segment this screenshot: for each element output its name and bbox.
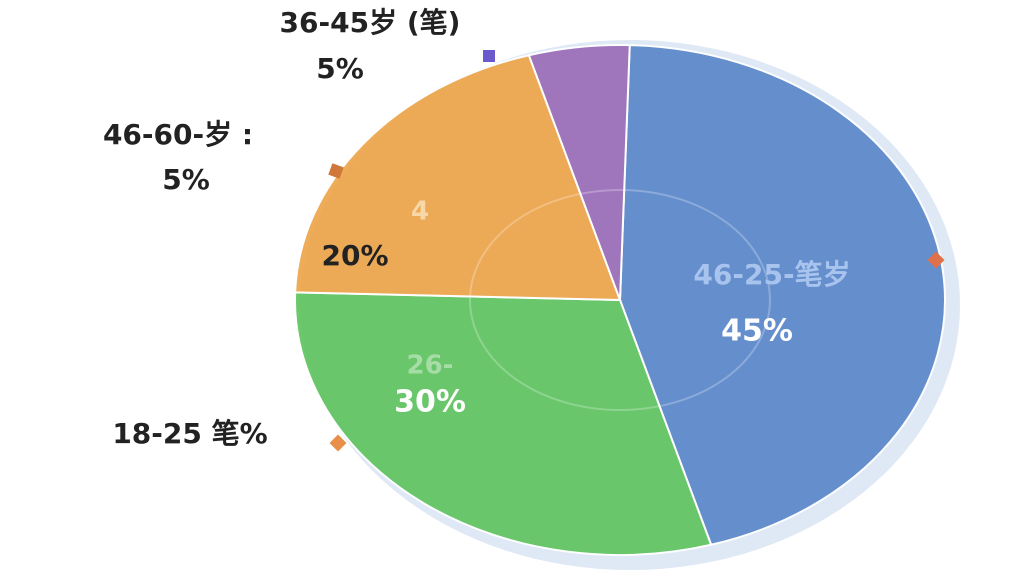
annotation: 46-60-岁 :: [103, 118, 253, 151]
slice-label: 26-: [407, 351, 454, 381]
marker: [328, 163, 344, 179]
slice-label: 46-25-笔岁: [693, 258, 850, 291]
value-label: 45%: [721, 314, 793, 349]
marker: [329, 434, 347, 452]
marker: [927, 251, 945, 269]
labels: 46-25-笔岁 45% 26- 30% 4 20% 36-45岁 (笔) 5% 46-60-岁…: [103, 6, 851, 450]
decor-ring: [469, 189, 771, 411]
pie-slice: [527, 44, 631, 301]
annotation: 18-25 笔%: [112, 417, 267, 450]
slice-label: 36-45岁 (笔): [280, 6, 461, 39]
slices: [294, 44, 946, 556]
value-label: 5%: [316, 52, 364, 85]
value-label: 30%: [394, 385, 466, 420]
value-label: 20%: [321, 239, 388, 272]
pie-slice: [294, 291, 713, 556]
annotation: 5%: [162, 163, 210, 196]
slice-label: 4: [411, 197, 429, 227]
pie-slice: [294, 54, 622, 302]
pie-slice: [618, 44, 946, 546]
marker: [483, 50, 495, 62]
